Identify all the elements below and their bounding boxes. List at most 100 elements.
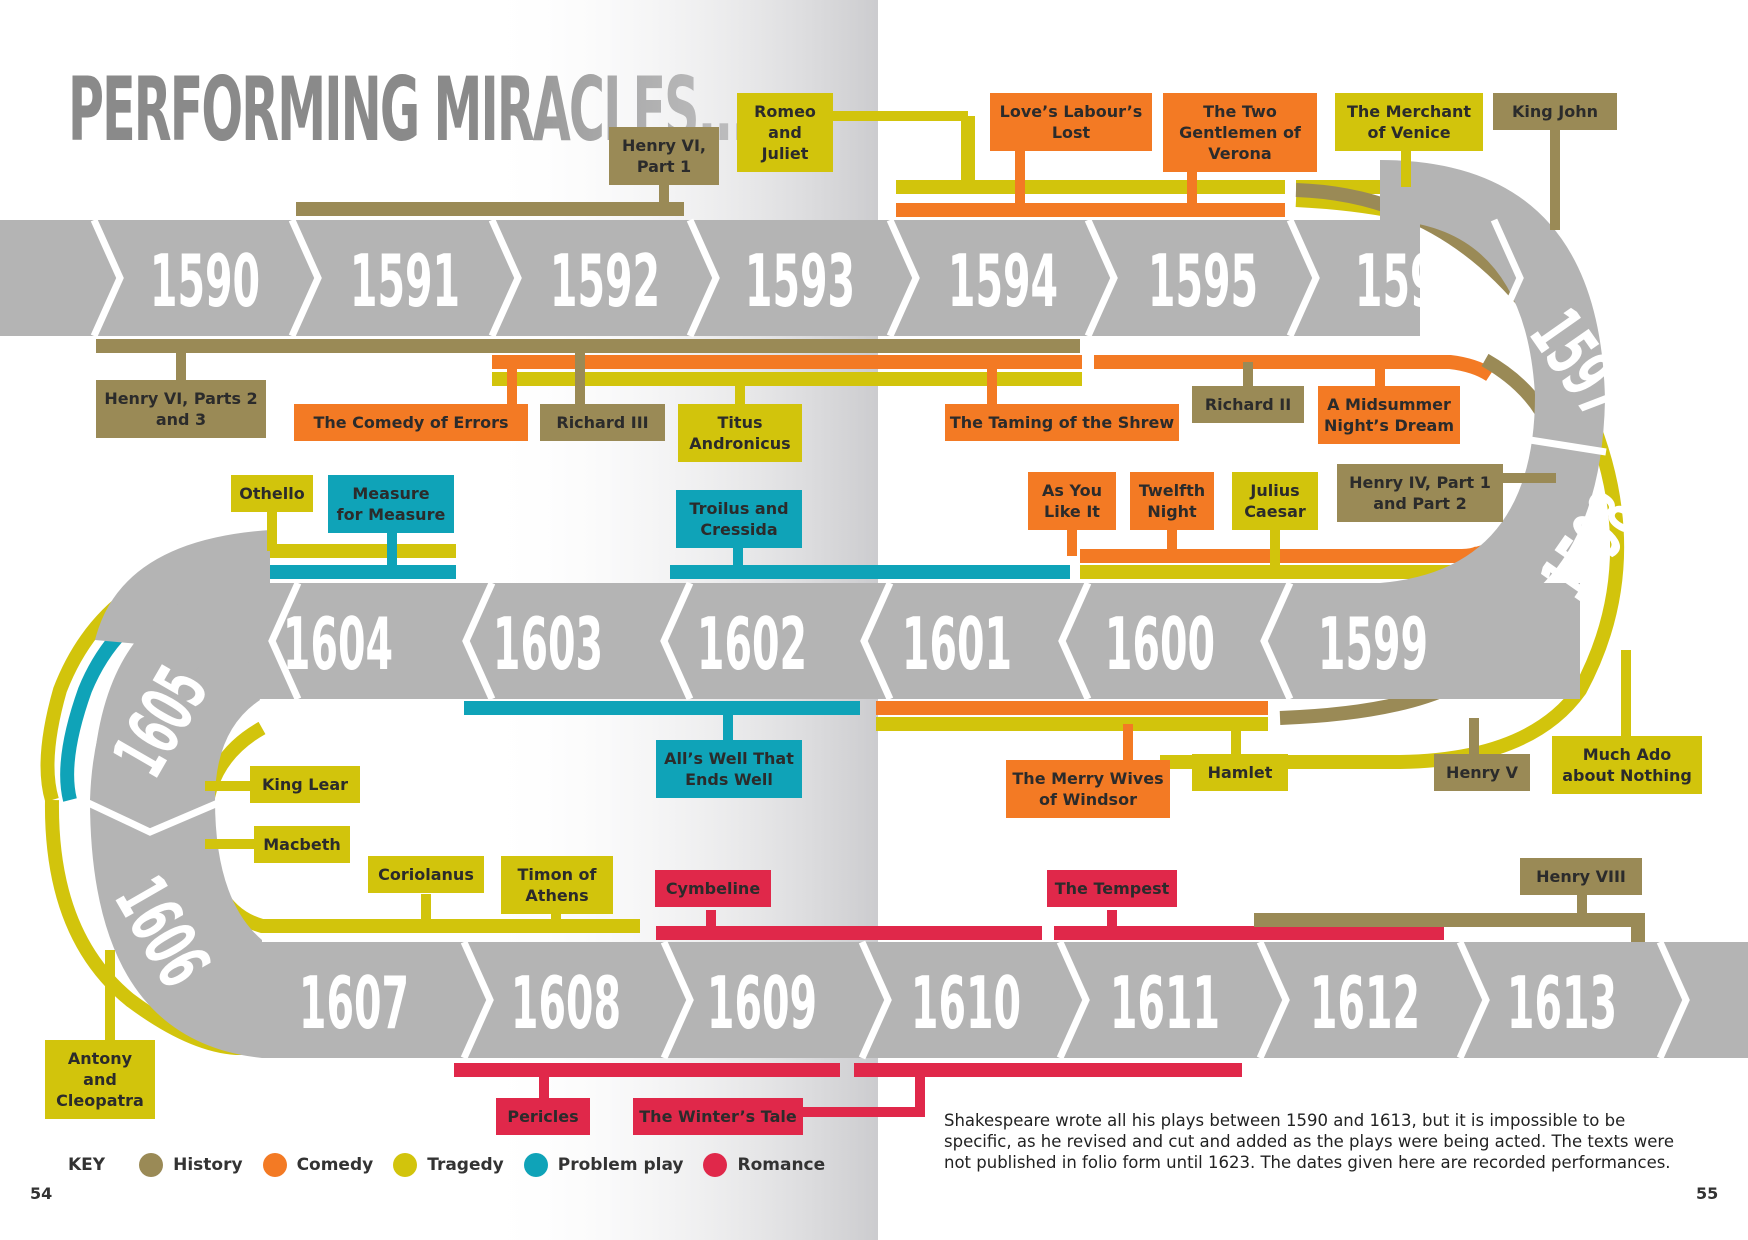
play-title-line: Gentlemen of xyxy=(1179,123,1302,142)
play-title-line: and xyxy=(83,1070,117,1089)
comedy-dot-icon xyxy=(262,1153,287,1177)
chevron-separator xyxy=(1656,940,1690,1060)
play-box-bg xyxy=(1192,754,1288,791)
play-box-bg xyxy=(609,127,719,185)
play-box-the-taming-of-the-shrew: The Taming of the Shrew xyxy=(945,404,1179,441)
play-title-line: Timon of xyxy=(518,865,598,884)
romance-dot-icon xyxy=(703,1153,728,1177)
play-line-history xyxy=(1254,913,1645,944)
play-box-king-john: King John xyxy=(1493,93,1617,130)
play-title-line: Caesar xyxy=(1244,502,1306,521)
play-title-line: The Tempest xyxy=(1055,879,1170,898)
legend-title: KEY xyxy=(68,1155,106,1175)
play-title-line: King Lear xyxy=(262,775,348,794)
play-box-love-s-labour-s-lost: Love’s Labour’s Lost xyxy=(990,93,1152,151)
play-box-macbeth: Macbeth xyxy=(254,826,350,863)
year-label-1590: 1590 xyxy=(150,239,260,323)
play-title-line: The Taming of the Shrew xyxy=(950,413,1175,432)
play-title-line: Coriolanus xyxy=(378,865,474,884)
chevron-separator xyxy=(1084,218,1118,338)
play-box-bg xyxy=(231,475,313,512)
play-box-much-ado-about-nothing: Much Ado about Nothing xyxy=(1552,736,1702,794)
play-title-line: Antony xyxy=(68,1049,133,1068)
play-title-line: Henry VI, Parts 2 xyxy=(104,389,257,408)
year-label-1612: 1612 xyxy=(1310,961,1420,1045)
play-box-bg xyxy=(1232,472,1318,530)
play-box-pericles: Pericles xyxy=(496,1098,590,1135)
tragedy-dot-icon xyxy=(393,1153,418,1177)
year-label-1599: 1599 xyxy=(1318,602,1428,686)
play-title-line: A Midsummer xyxy=(1327,395,1451,414)
year-label-1610: 1610 xyxy=(911,961,1021,1045)
play-title-line: Athens xyxy=(525,886,588,905)
band-row-2 xyxy=(230,583,1580,699)
chevron-separator xyxy=(462,581,496,701)
play-box-bg xyxy=(1520,858,1642,895)
year-label-1613: 1613 xyxy=(1507,961,1617,1045)
play-title-line: Cressida xyxy=(700,520,777,539)
play-box-bg xyxy=(1493,93,1617,130)
play-box-bg xyxy=(501,856,613,914)
legend-item-tragedy: Tragedy xyxy=(393,1153,504,1177)
play-title-line: and 3 xyxy=(156,410,206,429)
play-box-bg xyxy=(540,404,665,441)
play-title-line: Twelfth xyxy=(1139,481,1205,500)
chevron-separator xyxy=(1456,940,1490,1060)
play-title-line: The Two xyxy=(1203,102,1277,121)
year-label-1600: 1600 xyxy=(1105,602,1215,686)
year-label-1601: 1601 xyxy=(902,602,1012,686)
play-title-line: about Nothing xyxy=(1562,766,1692,785)
play-box-henry-vi-part-1: Henry VI, Part 1 xyxy=(609,127,719,185)
legend-label: History xyxy=(173,1155,243,1175)
play-box-bg xyxy=(1130,472,1214,530)
legend-item-history: History xyxy=(139,1153,243,1177)
play-box-bg xyxy=(250,766,360,803)
play-box-bg xyxy=(633,1098,803,1135)
chevron-separator xyxy=(488,218,522,338)
play-box-henry-viii: Henry VIII xyxy=(1520,858,1642,895)
play-title-line: Titus xyxy=(718,413,763,432)
play-box-richard-ii: Richard II xyxy=(1192,386,1304,423)
play-box-hamlet: Hamlet xyxy=(1192,754,1288,791)
play-title-line: Richard III xyxy=(556,413,648,432)
play-box-the-merry-wives-of-windsor: The Merry Wives of Windsor xyxy=(1006,760,1170,818)
play-box-bg xyxy=(656,740,802,798)
play-box-king-lear: King Lear xyxy=(250,766,360,803)
play-title-line: The Merchant xyxy=(1347,102,1471,121)
play-box-a-midsummer-night-s-dream: A Midsummer Night’s Dream xyxy=(1318,386,1460,444)
play-title-line: Macbeth xyxy=(263,835,341,854)
play-box-timon-of-athens: Timon of Athens xyxy=(501,856,613,914)
play-title-line: Pericles xyxy=(507,1107,578,1126)
play-title-line: Richard II xyxy=(1205,395,1291,414)
play-box-all-s-well-that-ends-well: All’s Well That Ends Well xyxy=(656,740,802,798)
play-box-henry-vi-parts-2-and-3: Henry VI, Parts 2 and 3 xyxy=(96,380,266,438)
chevron-separator xyxy=(886,218,920,338)
year-label-1591: 1591 xyxy=(350,239,460,323)
play-box-the-comedy-of-errors: The Comedy of Errors xyxy=(294,404,528,441)
play-title-line: and xyxy=(768,123,802,142)
year-label-1604: 1604 xyxy=(283,602,393,686)
play-box-bg xyxy=(1337,464,1503,522)
diagram-layer: 1590 1591 1592 1593 1594 1595 1596159715981599… xyxy=(0,93,1748,1135)
legend: KEY History Comedy Tragedy Problem play … xyxy=(68,1150,845,1180)
play-box-titus-andronicus: Titus Andronicus xyxy=(678,404,802,462)
play-title-line: Measure xyxy=(352,484,429,503)
play-box-bg xyxy=(328,475,454,533)
play-title-line: King John xyxy=(1512,102,1598,121)
play-box-bg xyxy=(945,404,1179,441)
play-title-line: Verona xyxy=(1208,144,1271,163)
play-box-bg xyxy=(1028,472,1116,530)
band-curve-left-b xyxy=(92,585,260,800)
play-title-line: Henry IV, Part 1 xyxy=(1349,473,1491,492)
play-title-line: Henry VIII xyxy=(1536,867,1626,886)
year-label-1609: 1609 xyxy=(707,961,817,1045)
play-box-bg xyxy=(1318,386,1460,444)
play-box-bg xyxy=(96,380,266,438)
year-label-1596: 1596 xyxy=(1355,239,1465,323)
year-label-1594: 1594 xyxy=(948,239,1058,323)
play-title-line: Romeo xyxy=(754,102,816,121)
page-number-left: 54 xyxy=(30,1184,53,1203)
chevron-separator xyxy=(1451,436,1607,466)
